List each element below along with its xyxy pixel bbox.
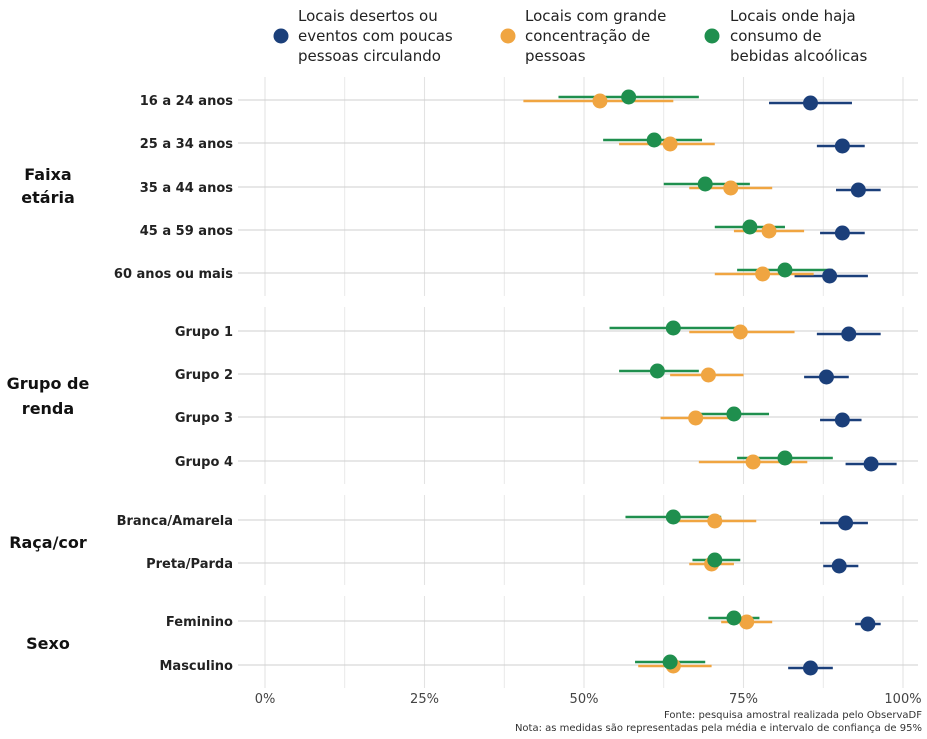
mean-point <box>841 326 857 342</box>
group-label: renda <box>22 399 74 418</box>
point-layer <box>592 89 879 676</box>
mean-point <box>665 509 681 525</box>
x-tick-label: 100% <box>884 692 921 707</box>
legend-label: Locais com grande <box>525 7 666 25</box>
mean-point <box>723 180 739 196</box>
mean-point <box>739 614 755 630</box>
legend-label: eventos com poucas <box>298 27 453 45</box>
category-label: Grupo 2 <box>175 368 233 383</box>
x-tick-label: 0% <box>255 692 276 707</box>
category-label: Preta/Parda <box>146 557 233 572</box>
legend-key <box>500 28 516 44</box>
mean-point <box>732 324 748 340</box>
mean-point <box>742 219 758 235</box>
mean-point <box>802 660 818 676</box>
mean-point <box>700 367 716 383</box>
category-label: Grupo 1 <box>175 325 233 340</box>
mean-point <box>707 513 723 529</box>
mean-point <box>649 363 665 379</box>
x-tick-label: 25% <box>410 692 439 707</box>
mean-point <box>834 412 850 428</box>
mean-point <box>761 223 777 239</box>
legend-label: Locais onde haja <box>730 7 856 25</box>
legend-key <box>273 28 289 44</box>
legend-label: pessoas <box>525 47 586 65</box>
mean-point <box>707 552 723 568</box>
mean-point <box>802 95 818 111</box>
mean-point <box>726 406 742 422</box>
mean-point <box>831 558 847 574</box>
legend-label: Locais desertos ou <box>298 7 438 25</box>
mean-point <box>662 654 678 670</box>
x-tick-label: 50% <box>570 692 599 707</box>
category-label: 16 a 24 anos <box>140 94 233 109</box>
group-label: etária <box>21 188 74 207</box>
mean-point <box>818 369 834 385</box>
mean-point <box>822 268 838 284</box>
mean-point <box>838 515 854 531</box>
footnote: Fonte: pesquisa amostral realizada pelo … <box>664 710 922 721</box>
category-label: 60 anos ou mais <box>114 267 233 282</box>
x-tick-label: 75% <box>729 692 758 707</box>
mean-point <box>646 132 662 148</box>
legend-label: consumo de <box>730 27 822 45</box>
mean-point <box>621 89 637 105</box>
footnotes: Fonte: pesquisa amostral realizada pelo … <box>515 710 922 734</box>
mean-point <box>863 456 879 472</box>
category-label: 45 a 59 anos <box>140 224 233 239</box>
grid-layer <box>238 77 918 688</box>
mean-point <box>834 138 850 154</box>
group-label: Raça/cor <box>9 533 87 552</box>
mean-point <box>860 616 876 632</box>
category-label: Masculino <box>159 659 233 674</box>
mean-point <box>745 454 761 470</box>
legend-key <box>704 28 720 44</box>
mean-point <box>697 176 713 192</box>
category-label: Feminino <box>166 615 233 630</box>
legend-label: concentração de <box>525 27 650 45</box>
mean-point <box>665 320 681 336</box>
legend: Locais desertos ou eventos com poucas pess… <box>273 7 867 65</box>
mean-point <box>688 410 704 426</box>
mean-point <box>662 136 678 152</box>
category-label: 35 a 44 anos <box>140 181 233 196</box>
mean-point <box>755 266 771 282</box>
mean-point <box>777 262 793 278</box>
category-label: Branca/Amarela <box>117 514 233 529</box>
group-label: Sexo <box>26 634 70 653</box>
mean-point <box>726 610 742 626</box>
group-label: Grupo de <box>7 374 90 393</box>
label-layer: 0% 25% 50% 75% 100% Faixa etária 16 a 24 anos 25… <box>7 94 922 707</box>
legend-label: bebidas alcoólicas <box>730 47 867 65</box>
group-label: Faixa <box>24 165 71 184</box>
mean-point <box>592 93 608 109</box>
mean-point <box>850 182 866 198</box>
mean-point <box>834 225 850 241</box>
legend-label: pessoas circulando <box>298 47 441 65</box>
footnote: Nota: as medidas são representadas pela … <box>515 722 922 734</box>
category-label: 25 a 34 anos <box>140 137 233 152</box>
mean-point <box>777 450 793 466</box>
category-label: Grupo 3 <box>175 411 233 426</box>
category-label: Grupo 4 <box>175 455 233 470</box>
